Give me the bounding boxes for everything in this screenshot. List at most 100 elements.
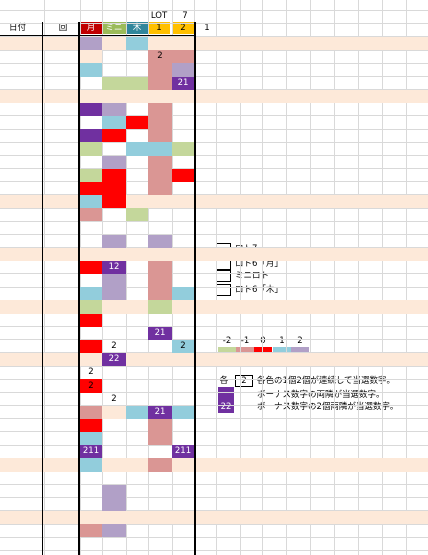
result-cell bbox=[126, 261, 148, 274]
result-cell bbox=[80, 274, 102, 287]
result-cell: 2 bbox=[80, 379, 102, 393]
row-date bbox=[2, 77, 40, 90]
row-round bbox=[46, 195, 80, 208]
result-cell bbox=[148, 511, 172, 524]
header-mon: 月 bbox=[80, 22, 102, 34]
result-cell bbox=[102, 485, 126, 498]
result-cell bbox=[126, 274, 148, 287]
note-line-3-value: 22 bbox=[218, 401, 234, 413]
result-cell bbox=[172, 208, 194, 221]
column-divider bbox=[78, 22, 80, 555]
header-mini: ミニ bbox=[102, 22, 126, 34]
result-cell bbox=[102, 498, 126, 511]
row-date bbox=[2, 287, 40, 300]
result-cell bbox=[126, 314, 148, 327]
grid-line bbox=[240, 0, 241, 555]
result-cell bbox=[148, 37, 172, 50]
result-cell bbox=[80, 182, 102, 195]
result-cell bbox=[80, 485, 102, 498]
row-date bbox=[2, 156, 40, 169]
result-cell: 2 bbox=[111, 394, 117, 405]
grid-line bbox=[0, 392, 428, 393]
row-round bbox=[46, 63, 80, 77]
result-cell bbox=[172, 511, 194, 524]
legend-label-2: ロト6「月」 bbox=[235, 258, 283, 269]
grid-line bbox=[44, 0, 45, 555]
result-cell bbox=[172, 142, 194, 156]
result-cell bbox=[80, 498, 102, 511]
row-date bbox=[2, 432, 40, 445]
result-cell bbox=[126, 116, 148, 129]
result-cell bbox=[102, 77, 126, 90]
result-cell bbox=[148, 458, 172, 472]
grid-line bbox=[0, 23, 428, 24]
scale-label-2: 2 bbox=[297, 336, 303, 347]
row-round bbox=[46, 182, 80, 195]
grid-line bbox=[0, 273, 428, 274]
result-cell bbox=[148, 287, 172, 300]
result-cell bbox=[126, 472, 148, 485]
result-cell bbox=[172, 485, 194, 498]
result-cell bbox=[102, 274, 126, 287]
grid-line bbox=[216, 0, 217, 555]
result-cell bbox=[172, 327, 194, 340]
result-cell bbox=[80, 77, 102, 90]
result-cell bbox=[126, 393, 148, 406]
grid-line bbox=[172, 0, 173, 555]
result-cell bbox=[172, 37, 194, 50]
grid-line bbox=[0, 497, 428, 498]
grid-line bbox=[0, 339, 428, 340]
result-cell bbox=[148, 195, 172, 208]
note-line-1: 各色の1個2個が連続して当選数字。 bbox=[257, 375, 396, 386]
grid-line bbox=[0, 379, 428, 380]
result-cell bbox=[126, 50, 148, 63]
row-date bbox=[2, 248, 40, 261]
result-cell bbox=[80, 208, 102, 221]
result-cell bbox=[80, 195, 102, 208]
result-cell bbox=[172, 406, 194, 419]
result-cell bbox=[148, 116, 172, 129]
result-cell bbox=[148, 314, 172, 327]
result-cell bbox=[102, 235, 126, 248]
result-cell bbox=[102, 419, 126, 432]
grid-line bbox=[0, 221, 428, 222]
result-cell bbox=[148, 340, 172, 353]
scale-label-1: 1 bbox=[279, 336, 285, 347]
result-cell bbox=[80, 116, 102, 129]
header-extra-one: 1 bbox=[204, 22, 210, 33]
row-date bbox=[2, 458, 40, 472]
row-date bbox=[2, 379, 40, 393]
grid-line bbox=[0, 366, 428, 367]
grid-line bbox=[0, 208, 428, 209]
result-cell bbox=[102, 156, 126, 169]
row-round bbox=[46, 445, 80, 458]
row-round bbox=[46, 90, 80, 103]
result-cell bbox=[172, 129, 194, 142]
result-cell bbox=[102, 366, 126, 379]
grid-line bbox=[0, 168, 428, 169]
grid-line bbox=[0, 537, 428, 538]
result-cell bbox=[148, 366, 172, 379]
result-cell bbox=[126, 287, 148, 300]
result-cell bbox=[148, 419, 172, 432]
result-cell bbox=[126, 366, 148, 379]
column-divider bbox=[42, 22, 43, 555]
result-cell bbox=[148, 248, 172, 261]
row-round bbox=[46, 235, 80, 248]
result-cell bbox=[148, 63, 172, 77]
legend-box-3 bbox=[216, 270, 231, 282]
result-cell bbox=[126, 498, 148, 511]
grid-line bbox=[0, 10, 428, 11]
result-cell bbox=[148, 169, 172, 182]
row-round bbox=[46, 77, 80, 90]
result-cell bbox=[102, 169, 126, 182]
grid-line bbox=[0, 63, 428, 64]
result-cell bbox=[172, 116, 194, 129]
result-cell bbox=[148, 472, 172, 485]
result-cell bbox=[126, 63, 148, 77]
column-divider bbox=[194, 22, 196, 555]
result-cell bbox=[172, 314, 194, 327]
result-cell bbox=[80, 261, 102, 274]
header-seven: 7 bbox=[182, 11, 188, 22]
result-cell bbox=[126, 524, 148, 537]
